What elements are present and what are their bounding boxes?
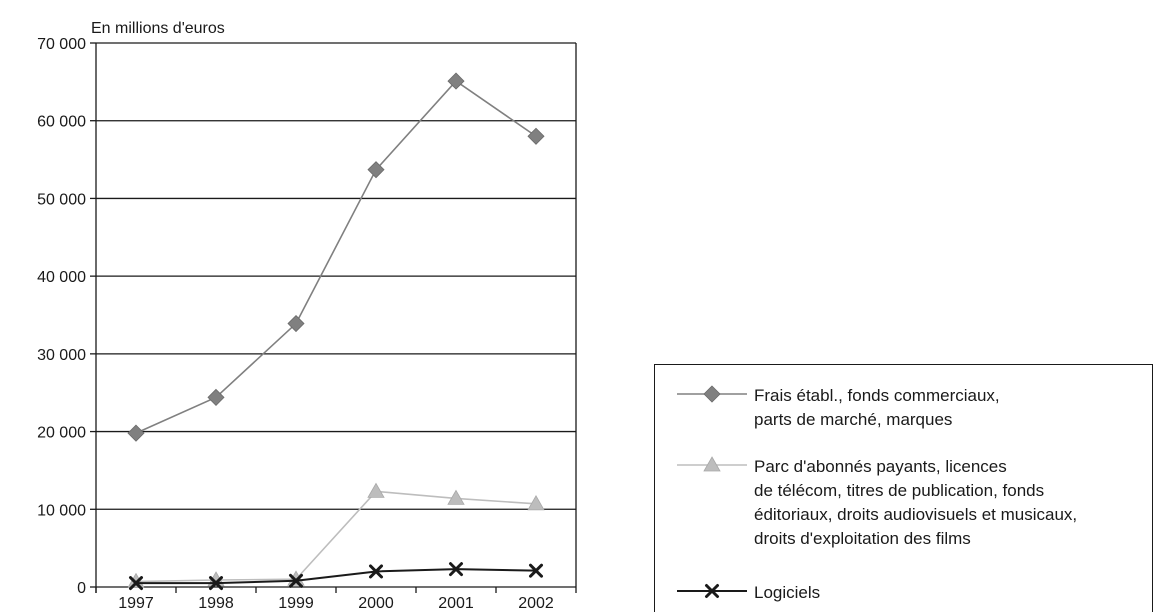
y-tick-label: 60 000 — [37, 114, 86, 131]
series-triangle — [127, 482, 545, 588]
unit-label: En millions d'euros — [91, 20, 225, 37]
legend-line: Frais établ., fonds commerciaux, — [754, 386, 1000, 405]
series-diamond — [127, 72, 545, 442]
y-tick-label: 40 000 — [37, 269, 86, 286]
legend-swatch-marker — [703, 456, 721, 472]
series-line — [136, 568, 537, 585]
data-point — [127, 424, 145, 442]
legend-swatch-diamond — [677, 385, 747, 403]
data-point — [449, 562, 463, 577]
gridlines — [96, 42, 576, 588]
data-point — [129, 576, 143, 591]
y-tick-label: 10 000 — [37, 502, 86, 519]
legend-swatch-marker — [705, 584, 719, 598]
data-point — [527, 495, 545, 511]
data-point — [367, 482, 385, 498]
series-group — [127, 72, 545, 591]
legend-line: parts de marché, marques — [754, 410, 953, 429]
x-tick-label: 1997 — [118, 595, 154, 612]
data-point — [367, 161, 385, 179]
data-point — [207, 388, 225, 406]
data-point — [447, 489, 465, 505]
series-cross — [129, 562, 543, 591]
data-point — [127, 572, 145, 588]
legend-label-logiciels: Logiciels — [754, 581, 820, 605]
data-point — [289, 573, 303, 588]
legend-line: Parc d'abonnés payants, licences — [754, 457, 1007, 476]
legend-swatch-cross — [677, 584, 747, 598]
y-tick-label: 0 — [77, 580, 86, 597]
legend-label-parc: Parc d'abonnés payants, licences de télé… — [754, 455, 1077, 551]
data-point — [369, 564, 383, 579]
data-point — [529, 563, 543, 578]
x-tick-label: 2002 — [518, 595, 554, 612]
x-tick-label: 2000 — [358, 595, 394, 612]
x-tick-label: 1999 — [278, 595, 314, 612]
data-point — [209, 576, 223, 591]
series-line — [135, 490, 537, 583]
legend-line: droits d'exploitation des films — [754, 529, 971, 548]
legend-label-frais: Frais établ., fonds commerciaux, parts d… — [754, 384, 1000, 432]
legend-line: éditoriaux, droits audiovisuels et music… — [754, 505, 1078, 524]
legend-swatch-marker — [703, 385, 721, 403]
legend-line: de télécom, titres de publication, fonds — [754, 481, 1045, 500]
data-point — [287, 314, 305, 333]
data-point — [447, 72, 465, 90]
series-line — [135, 80, 537, 434]
x-tick-label: 2001 — [438, 595, 474, 612]
y-tick-label: 50 000 — [37, 191, 86, 208]
data-point — [527, 127, 545, 145]
x-tick-label: 1998 — [198, 595, 234, 612]
axes: 0 10 000 20 000 30 000 40 000 50 000 60 000 70 … — [37, 36, 577, 612]
legend-swatch-triangle — [677, 456, 747, 472]
y-tick-label: 20 000 — [37, 425, 86, 442]
legend-line: Logiciels — [754, 583, 821, 602]
legend: Frais établ., fonds commerciaux, parts d… — [654, 364, 1153, 612]
y-tick-label: 70 000 — [37, 36, 86, 53]
y-tick-label: 30 000 — [37, 347, 86, 364]
